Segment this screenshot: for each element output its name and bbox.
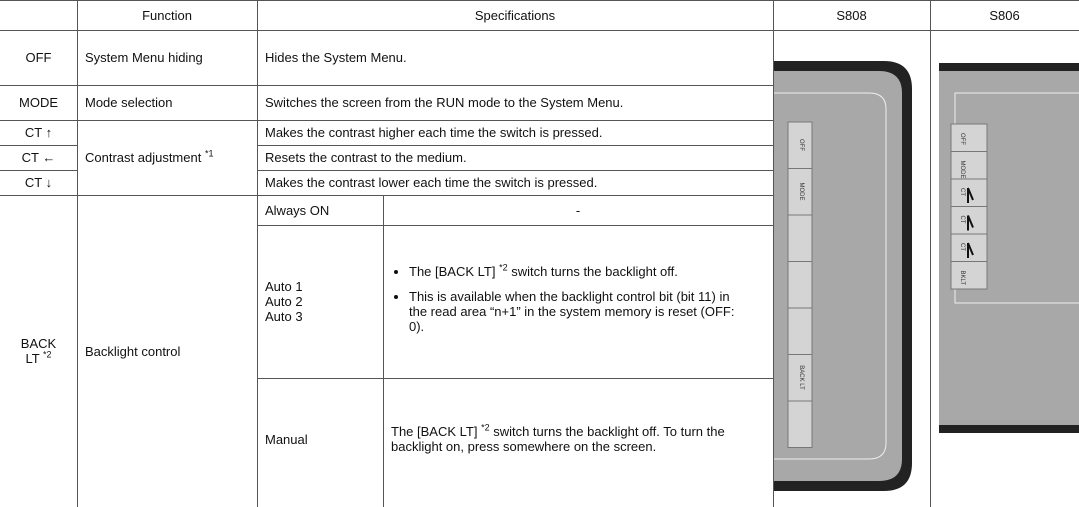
button [950,151,988,180]
arrow-icon [967,215,974,231]
header-cell: S808 [836,7,867,23]
arrow-icon [967,187,974,203]
bullet: The [BACK LT] *2 switch turns the backli… [409,262,745,279]
key-cell: CT ↓ [24,175,53,190]
button [950,261,988,290]
s806-illustration: OFF MODE CT CT CT BKLT [939,63,1079,433]
footnote-ref: *2 [43,349,52,360]
header-cell: S806 [989,7,1020,23]
rule [257,225,773,226]
key-cell: MODE [19,95,58,110]
button-label: CT [959,243,965,251]
rule [0,0,1079,1]
spec-cell: Switches the screen from the RUN mode to… [265,95,624,110]
text: BACK LT [20,336,57,366]
rule [383,195,384,507]
rule [0,170,77,171]
rule [0,120,773,121]
bullet-list: The [BACK LT] *2 switch turns the backli… [391,260,745,344]
mode-cell: Auto 1 Auto 2 Auto 3 [265,279,303,324]
key-cell: BACK LT *2 [0,195,77,507]
key-cell: CT ← [21,150,56,165]
button [787,400,813,448]
text: switch turns the backlight off. [507,263,678,279]
footnote-ref: *2 [499,262,508,273]
spec-cell: The [BACK LT] *2 switch turns the backli… [383,225,753,378]
spec-cell: - [575,202,581,218]
rule [257,0,258,507]
rule [0,85,773,86]
rule [930,0,931,507]
button-label: BACK LT [798,365,804,390]
bullet: This is available when the backlight con… [409,289,745,334]
header-cell: Function [142,7,192,23]
button [787,121,813,169]
text: switch turns the backlight off. To turn … [391,424,725,454]
rule [257,170,773,171]
rule [0,30,1079,31]
button-label: OFF [959,133,965,145]
text: Contrast adjustment [85,150,202,165]
button-label: MODE [798,183,804,201]
spec-cell: Hides the System Menu. [265,50,407,65]
button [787,261,813,309]
rule [257,378,773,379]
key-cell: CT ↑ [24,125,53,140]
function-cell: Contrast adjustment *1 [77,120,227,195]
rule [773,0,774,507]
header-cell: Specifications [474,7,556,23]
button-label: BKLT [959,271,965,286]
rule [77,0,78,507]
button [787,354,813,402]
key-cell: OFF [25,50,52,65]
button [787,307,813,355]
arrow-icon [967,242,974,258]
rule [0,145,77,146]
function-cell: System Menu hiding [85,50,203,65]
mode-cell: Manual [265,431,308,447]
button-label: MODE [959,161,965,179]
rule [257,145,773,146]
outline [774,92,887,460]
button-label: OFF [798,139,804,151]
button-label: CT [959,216,965,224]
button [950,123,988,152]
button [787,214,813,262]
text: The [BACK LT] [391,424,482,439]
footnote-ref: *2 [481,422,490,433]
rule [0,195,773,196]
spec-cell: Makes the contrast lower each time the s… [265,175,598,190]
s808-illustration: OFF MODE BACK LT [774,61,912,491]
spec-cell: Makes the contrast higher each time the … [265,125,603,140]
mode-cell: Always ON [265,202,330,218]
function-cell: Mode selection [85,95,173,110]
footnote-ref: *1 [204,148,214,159]
function-cell: Backlight control [85,343,181,359]
spec-cell: Resets the contrast to the medium. [265,150,467,165]
text: The [BACK LT] [409,263,500,279]
spec-cell: The [BACK LT] *2 switch turns the backli… [383,378,753,500]
button-label: CT [959,188,965,196]
